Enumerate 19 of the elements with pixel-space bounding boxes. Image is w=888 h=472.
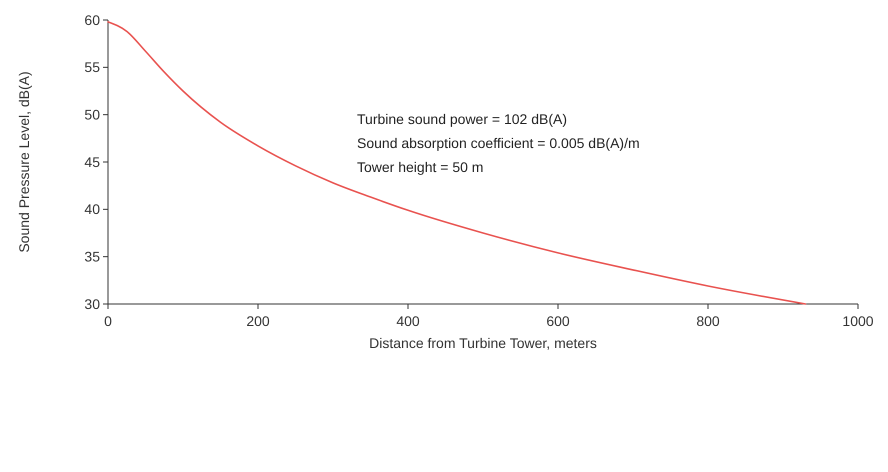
annotation: Tower height = 50 m [357, 159, 484, 175]
y-tick-label: 35 [84, 248, 100, 265]
x-axis-title: Distance from Turbine Tower, meters [369, 335, 597, 351]
annotation: Sound absorption coefficient = 0.005 dB(A)/m [357, 135, 640, 151]
y-tick-label: 50 [84, 106, 100, 123]
annotation: Turbine sound power = 102 dB(A) [357, 111, 567, 127]
y-axis-title: Sound Pressure Level, dB(A) [16, 71, 32, 253]
x-tick-label: 400 [396, 313, 420, 329]
y-tick-label: 55 [84, 59, 100, 76]
y-tick-label: 60 [84, 12, 100, 28]
x-tick-label: 800 [696, 313, 720, 329]
x-tick-label: 0 [104, 313, 112, 329]
y-tick-label: 45 [84, 154, 100, 170]
x-tick-label: 200 [246, 313, 270, 329]
y-tick-label: 40 [84, 201, 100, 218]
x-tick-label: 1000 [842, 313, 874, 329]
line-series [107, 21, 806, 305]
y-tick-label: 30 [84, 296, 100, 312]
x-tick-label: 600 [546, 313, 570, 329]
